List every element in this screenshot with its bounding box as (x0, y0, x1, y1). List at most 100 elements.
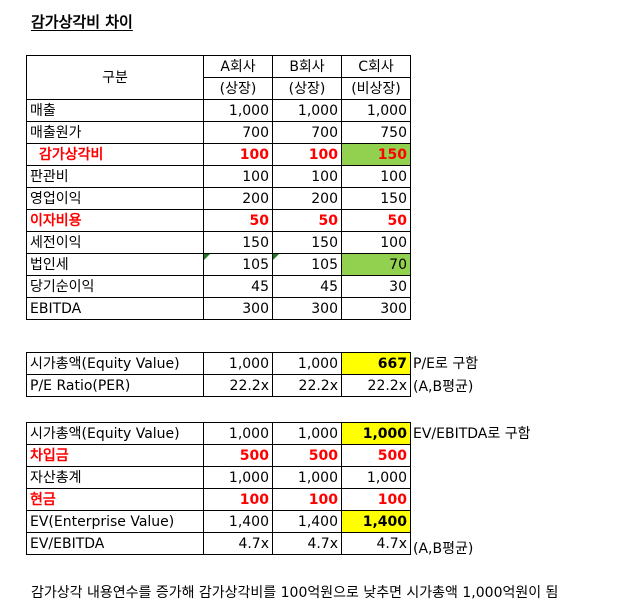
cell-b[interactable]: 50 (272, 209, 342, 232)
table-row: 차입금 500 500 500 (26, 444, 411, 467)
cell-c[interactable]: 300 (341, 297, 411, 320)
row-label[interactable]: 현금 (26, 488, 204, 511)
cell-a[interactable]: 100 (203, 143, 273, 166)
cell-c-highlight[interactable]: 150 (341, 143, 411, 166)
cell-b[interactable]: 300 (272, 297, 342, 320)
row-label[interactable]: 판관비 (26, 165, 204, 188)
ev-note: EV/EBITDA로 구함 (413, 426, 531, 442)
cell-b[interactable]: 1,000 (272, 352, 342, 375)
col-a-name: A회사 (203, 55, 273, 78)
table-row: 영업이익 200 200 150 (26, 187, 411, 210)
row-label[interactable]: EV/EBITDA (26, 532, 204, 555)
cell-c[interactable]: 4.7x (341, 532, 411, 555)
income-statement-table: 구분 A회사 B회사 C회사 (상장) (상장) (비상장) 매출 1,000 … (26, 55, 411, 320)
row-label[interactable]: 매출 (26, 99, 204, 122)
cell-c-highlight[interactable]: 1,400 (341, 510, 411, 533)
cell-b[interactable]: 100 (272, 488, 342, 511)
table-row: EV/EBITDA 4.7x 4.7x 4.7x (26, 532, 411, 555)
row-label[interactable]: 차입금 (26, 444, 204, 467)
cell-c[interactable]: 50 (341, 209, 411, 232)
cell-c[interactable]: 1,000 (341, 99, 411, 122)
cell-b[interactable]: 1,400 (272, 510, 342, 533)
cell-a[interactable]: 22.2x (203, 374, 273, 397)
cell-b[interactable]: 700 (272, 121, 342, 144)
col-c-name: C회사 (341, 55, 411, 78)
cell-a[interactable]: 1,000 (203, 352, 273, 375)
cell-a[interactable]: 100 (203, 165, 273, 188)
row-label[interactable]: 이자비용 (26, 209, 204, 232)
cell-c-highlight[interactable]: 1,000 (341, 422, 411, 445)
cell-c[interactable]: 22.2x (341, 374, 411, 397)
cell-b[interactable]: 150 (272, 231, 342, 254)
cell-a[interactable]: 1,400 (203, 510, 273, 533)
cell-b[interactable]: 1,000 (272, 466, 342, 489)
ev-ebitda-table: 시가총액(Equity Value) 1,000 1,000 1,000 차입금… (26, 422, 411, 555)
cell-b[interactable]: 45 (272, 275, 342, 298)
row-label[interactable]: 시가총액(Equity Value) (26, 422, 204, 445)
pe-avg-note: (A,B평균) (413, 379, 474, 395)
cell-b[interactable]: 500 (272, 444, 342, 467)
table-row: P/E Ratio(PER) 22.2x 22.2x 22.2x (26, 374, 411, 397)
cell-b[interactable]: 22.2x (272, 374, 342, 397)
row-label[interactable]: P/E Ratio(PER) (26, 374, 204, 397)
row-label[interactable]: 당기순이익 (26, 275, 204, 298)
row-label[interactable]: 세전이익 (26, 231, 204, 254)
table-row: 당기순이익 45 45 30 (26, 275, 411, 298)
cell-a[interactable]: 200 (203, 187, 273, 210)
cell-b[interactable]: 100 (272, 143, 342, 166)
table-row: 매출 1,000 1,000 1,000 (26, 99, 411, 122)
cell-b[interactable]: 4.7x (272, 532, 342, 555)
row-label[interactable]: EBITDA (26, 297, 204, 320)
cell-c-highlight[interactable]: 667 (341, 352, 411, 375)
row-label[interactable]: 매출원가 (26, 121, 204, 144)
table-row: EV(Enterprise Value) 1,400 1,400 1,400 (26, 510, 411, 533)
cell-b[interactable]: 1,000 (272, 99, 342, 122)
cell-a[interactable]: 500 (203, 444, 273, 467)
table-row: EBITDA 300 300 300 (26, 297, 411, 320)
cell-a[interactable]: 50 (203, 209, 273, 232)
col-a-sub: (상장) (203, 77, 273, 100)
cell-c[interactable]: 150 (341, 187, 411, 210)
cell-a[interactable]: 105 (203, 253, 273, 276)
col-c-sub: (비상장) (341, 77, 411, 100)
cell-c[interactable]: 100 (341, 231, 411, 254)
cell-a[interactable]: 1,000 (203, 466, 273, 489)
cell-c[interactable]: 750 (341, 121, 411, 144)
cell-c[interactable]: 500 (341, 444, 411, 467)
table-row: 자산총계 1,000 1,000 1,000 (26, 466, 411, 489)
table-row: 시가총액(Equity Value) 1,000 1,000 667 (26, 352, 411, 375)
table-row: 세전이익 150 150 100 (26, 231, 411, 254)
cell-a[interactable]: 1,000 (203, 422, 273, 445)
row-label[interactable]: EV(Enterprise Value) (26, 510, 204, 533)
cell-a[interactable]: 700 (203, 121, 273, 144)
cell-c[interactable]: 30 (341, 275, 411, 298)
cell-a[interactable]: 45 (203, 275, 273, 298)
row-label[interactable]: 감가상각비 (26, 143, 204, 166)
row-label[interactable]: 영업이익 (26, 187, 204, 210)
table-row: 시가총액(Equity Value) 1,000 1,000 1,000 (26, 422, 411, 445)
cell-b[interactable]: 100 (272, 165, 342, 188)
cell-a[interactable]: 150 (203, 231, 273, 254)
col-b-sub: (상장) (272, 77, 342, 100)
cell-c[interactable]: 1,000 (341, 466, 411, 489)
footer-note: 감가상각 내용연수를 증가해 감가상각비를 100억원으로 낮추면 시가총액 1… (31, 585, 559, 601)
cell-c-highlight[interactable]: 70 (341, 253, 411, 276)
table-row: 이자비용 50 50 50 (26, 209, 411, 232)
pe-note: P/E로 구함 (413, 356, 479, 372)
row-label[interactable]: 자산총계 (26, 466, 204, 489)
cell-a[interactable]: 100 (203, 488, 273, 511)
cell-b[interactable]: 105 (272, 253, 342, 276)
table-row: 법인세 105 105 70 (26, 253, 411, 276)
cell-c[interactable]: 100 (341, 165, 411, 188)
cell-a[interactable]: 4.7x (203, 532, 273, 555)
row-label[interactable]: 시가총액(Equity Value) (26, 352, 204, 375)
header-label: 구분 (26, 55, 204, 100)
row-label[interactable]: 법인세 (26, 253, 204, 276)
table-row: 매출원가 700 700 750 (26, 121, 411, 144)
cell-a[interactable]: 300 (203, 297, 273, 320)
cell-b[interactable]: 1,000 (272, 422, 342, 445)
cell-a[interactable]: 1,000 (203, 99, 273, 122)
table-row: 감가상각비 100 100 150 (26, 143, 411, 166)
cell-c[interactable]: 100 (341, 488, 411, 511)
cell-b[interactable]: 200 (272, 187, 342, 210)
